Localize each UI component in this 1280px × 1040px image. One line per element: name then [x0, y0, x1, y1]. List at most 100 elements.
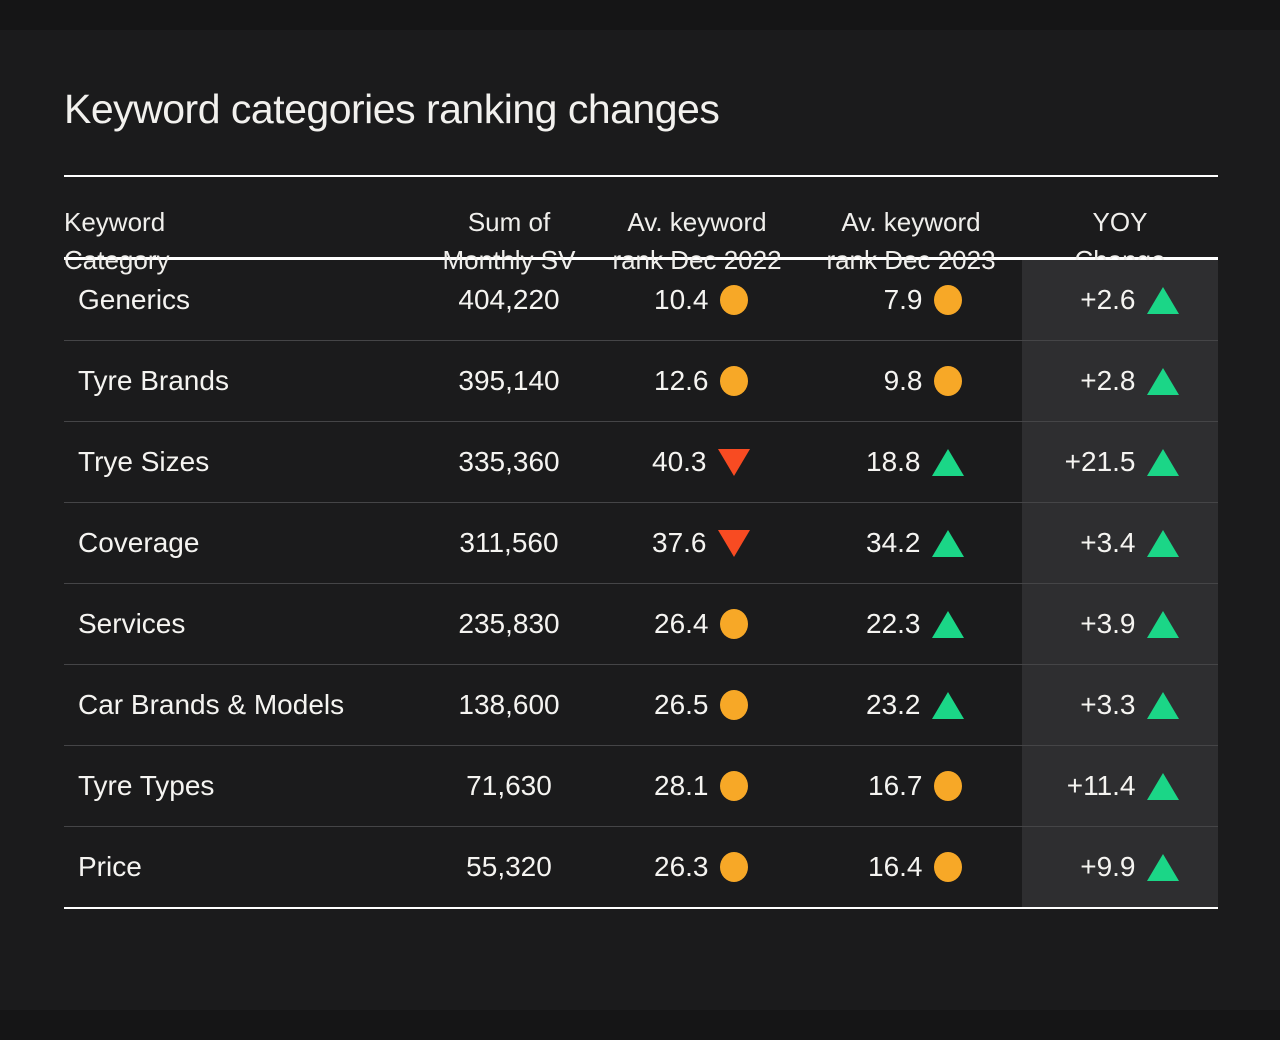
rank-indicator-icon [719, 771, 748, 801]
rank-value: 26.5 [654, 689, 709, 720]
rank-indicator-icon [933, 285, 962, 315]
yoy-change-cell: +21.5 [1022, 422, 1218, 502]
page-title: Keyword categories ranking changes [64, 86, 720, 132]
yoy-indicator-icon [1146, 286, 1179, 314]
yoy-indicator-icon [1146, 448, 1179, 476]
rank-value: 18.8 [866, 446, 921, 477]
rank-value: 28.1 [654, 770, 709, 801]
table-row: Services 235,830 26.4 22.3 +3.9 [64, 584, 1218, 665]
rank-value: 34.2 [866, 527, 921, 558]
yoy-indicator-icon [1146, 610, 1179, 638]
rank-dec-2023-cell: 18.8 [800, 422, 1022, 502]
yoy-change-cell: +3.4 [1022, 503, 1218, 583]
rank-dec-2023-cell: 34.2 [800, 503, 1022, 583]
sum-monthly-sv-cell: 335,360 [458, 446, 560, 477]
yoy-value: +3.4 [1080, 527, 1136, 558]
rank-value: 10.4 [654, 284, 709, 315]
yoy-value: +21.5 [1064, 446, 1136, 477]
rank-value: 37.6 [652, 527, 707, 558]
keyword-category-cell: Generics [78, 284, 191, 315]
yoy-value: +2.6 [1080, 284, 1136, 315]
table-row: Price 55,320 26.3 16.4 +9.9 [64, 827, 1218, 907]
rank-dec-2023-cell: 9.8 [800, 341, 1022, 421]
table-row: Trye Sizes 335,360 40.3 18.8 +21.5 [64, 422, 1218, 503]
header-keyword-category: Keyword Category [64, 207, 170, 275]
rank-indicator-icon [933, 852, 962, 882]
yoy-change-cell: +11.4 [1022, 746, 1218, 826]
table-row: Tyre Types 71,630 28.1 16.7 +11.4 [64, 746, 1218, 827]
rank-dec-2022-cell: 10.4 [594, 260, 800, 340]
rank-value: 22.3 [866, 608, 921, 639]
rank-indicator-icon [931, 610, 964, 638]
rank-dec-2023-cell: 16.4 [800, 827, 1022, 907]
sum-monthly-sv-cell: 138,600 [458, 689, 560, 720]
top-edge-strip [0, 0, 1280, 30]
rank-indicator-icon [931, 448, 964, 476]
yoy-value: +9.9 [1080, 851, 1136, 882]
rank-dec-2023-cell: 23.2 [800, 665, 1022, 745]
rank-dec-2022-cell: 26.3 [594, 827, 800, 907]
table-body: Generics 404,220 10.4 7.9 +2.6 Tyre Bran… [64, 260, 1218, 909]
rank-value: 16.4 [868, 851, 923, 882]
rank-dec-2022-cell: 26.4 [594, 584, 800, 664]
yoy-change-cell: +3.9 [1022, 584, 1218, 664]
rank-value: 12.6 [654, 365, 709, 396]
rank-dec-2022-cell: 26.5 [594, 665, 800, 745]
yoy-indicator-icon [1146, 691, 1179, 719]
yoy-indicator-icon [1146, 367, 1179, 395]
keyword-category-cell: Price [78, 851, 142, 882]
rank-dec-2022-cell: 40.3 [594, 422, 800, 502]
rank-indicator-icon [933, 366, 962, 396]
header-yoy-change: YOY Change [1074, 207, 1165, 275]
sum-monthly-sv-cell: 395,140 [458, 365, 560, 396]
yoy-value: +2.8 [1080, 365, 1136, 396]
sum-monthly-sv-cell: 71,630 [466, 770, 552, 801]
rank-dec-2023-cell: 22.3 [800, 584, 1022, 664]
rank-dec-2022-cell: 28.1 [594, 746, 800, 826]
keyword-category-cell: Tyre Types [78, 770, 215, 801]
rank-indicator-icon [931, 691, 964, 719]
yoy-indicator-icon [1146, 853, 1179, 881]
rank-dec-2023-cell: 7.9 [800, 260, 1022, 340]
rank-dec-2022-cell: 12.6 [594, 341, 800, 421]
sum-monthly-sv-cell: 311,560 [459, 527, 559, 558]
rank-value: 40.3 [652, 446, 707, 477]
yoy-change-cell: +2.6 [1022, 260, 1218, 340]
rank-indicator-icon [933, 771, 962, 801]
rank-indicator-icon [719, 609, 748, 639]
sum-monthly-sv-cell: 235,830 [458, 608, 560, 639]
header-rank-dec-2023: Av. keyword rank Dec 2023 [826, 207, 996, 275]
rank-value: 23.2 [866, 689, 921, 720]
rank-value: 7.9 [883, 284, 923, 315]
table-row: Car Brands & Models 138,600 26.5 23.2 +3… [64, 665, 1218, 746]
keyword-category-cell: Services [78, 608, 186, 639]
rank-value: 9.8 [883, 365, 923, 396]
table-row: Generics 404,220 10.4 7.9 +2.6 [64, 260, 1218, 341]
rank-indicator-icon [717, 529, 750, 557]
bottom-edge-strip [0, 1010, 1280, 1040]
rank-value: 26.4 [654, 608, 709, 639]
keyword-category-cell: Tyre Brands [78, 365, 229, 396]
table-header-row: Keyword Category Sum of Monthly SV Av. k… [64, 177, 1218, 275]
keyword-ranking-table: Keyword Category Sum of Monthly SV Av. k… [64, 175, 1218, 909]
table-row: Coverage 311,560 37.6 34.2 +3.4 [64, 503, 1218, 584]
keyword-category-cell: Coverage [78, 527, 200, 558]
rank-value: 16.7 [868, 770, 923, 801]
yoy-indicator-icon [1146, 529, 1179, 557]
sum-monthly-sv-cell: 55,320 [466, 851, 552, 882]
yoy-value: +3.3 [1080, 689, 1136, 720]
header-sum-monthly-sv: Sum of Monthly SV [442, 207, 576, 275]
header-rank-dec-2022: Av. keyword rank Dec 2022 [612, 207, 782, 275]
yoy-indicator-icon [1146, 772, 1179, 800]
keyword-category-cell: Trye Sizes [78, 446, 210, 477]
keyword-category-cell: Car Brands & Models [78, 689, 345, 720]
table-row: Tyre Brands 395,140 12.6 9.8 +2.8 [64, 341, 1218, 422]
yoy-change-cell: +9.9 [1022, 827, 1218, 907]
yoy-value: +3.9 [1080, 608, 1136, 639]
rank-indicator-icon [931, 529, 964, 557]
main-content: Keyword categories ranking changes Keywo… [64, 30, 1218, 909]
rank-indicator-icon [719, 852, 748, 882]
rank-dec-2023-cell: 16.7 [800, 746, 1022, 826]
rank-indicator-icon [719, 366, 748, 396]
yoy-change-cell: +3.3 [1022, 665, 1218, 745]
